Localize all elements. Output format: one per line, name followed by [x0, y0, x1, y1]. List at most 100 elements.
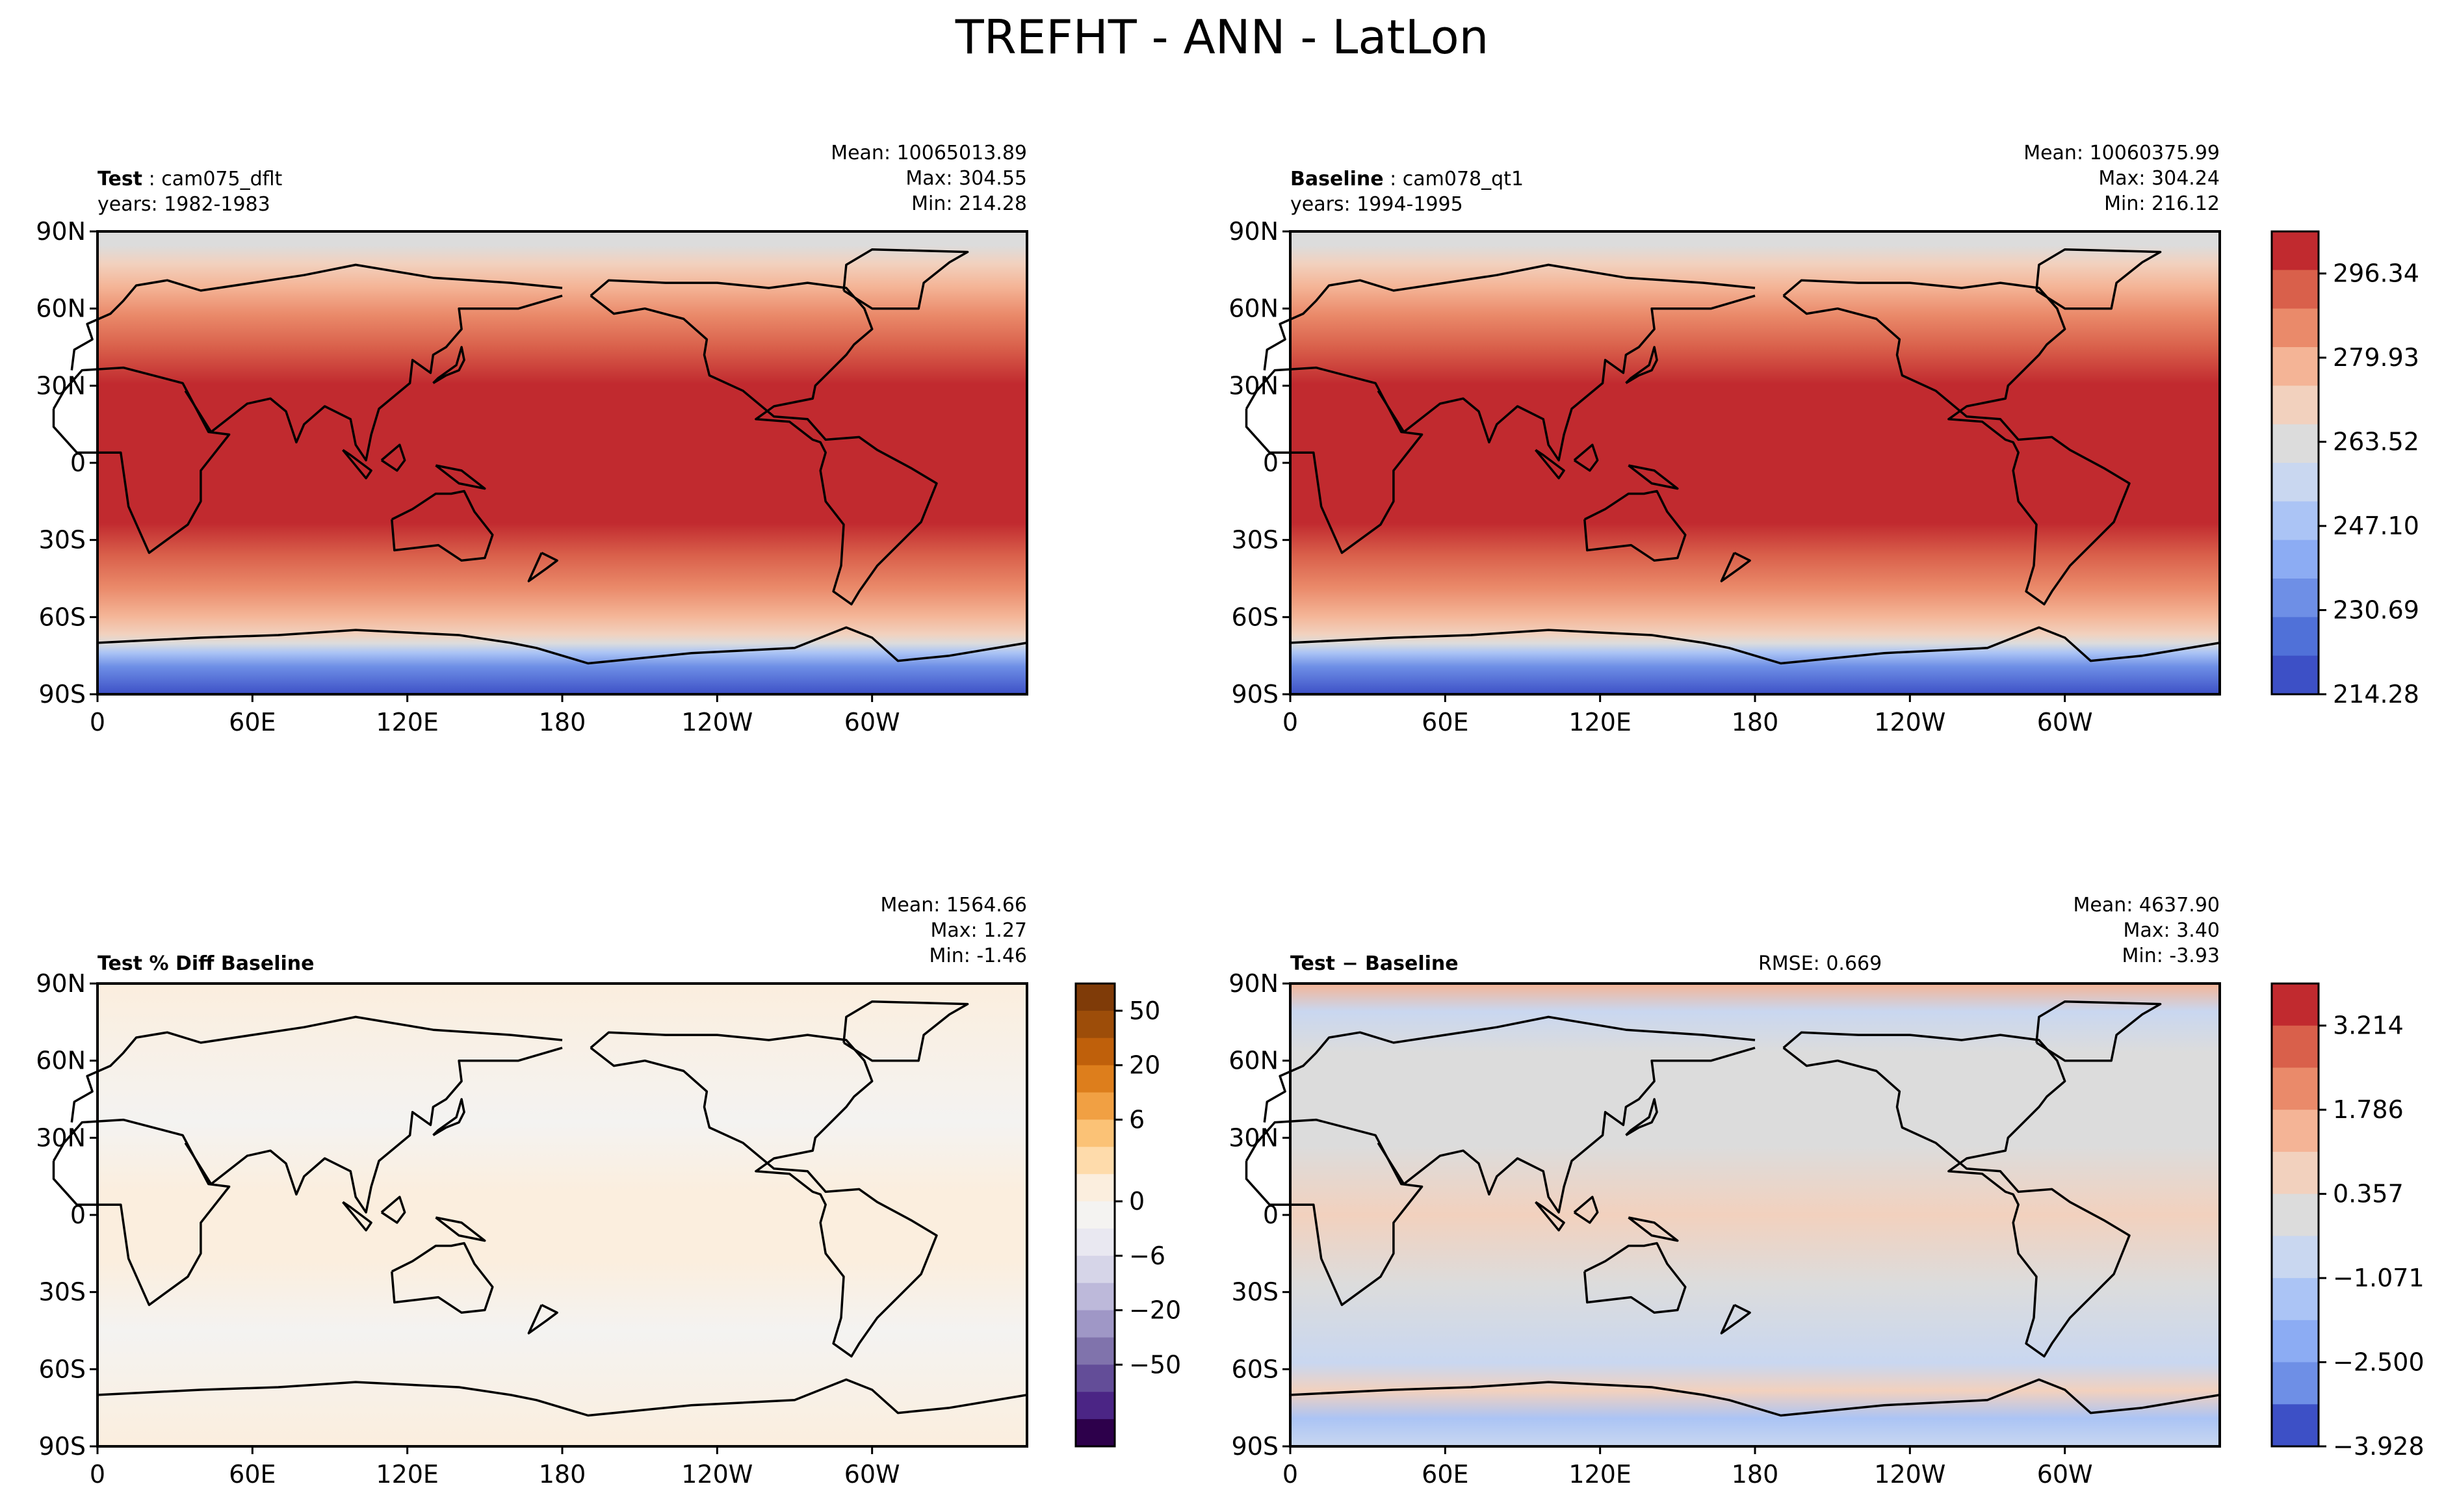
colorbar-swatch — [1076, 984, 1115, 1011]
coastline — [842, 248, 969, 310]
panel-label-rest: : cam078_qt1 — [1384, 168, 1524, 190]
colorbar-tick-label: 0.357 — [2333, 1180, 2404, 1208]
lon-tick-label: 120E — [1568, 708, 1632, 736]
lat-tick-label: 60N — [36, 1047, 86, 1075]
colorbar-swatch — [1076, 1419, 1115, 1447]
coastline — [2035, 1000, 2162, 1062]
coastline — [1535, 449, 1565, 480]
colorbar-swatch — [2272, 1236, 2319, 1279]
lon-tick-label: 60W — [2037, 1460, 2093, 1489]
lon-tick-label: 120W — [1874, 1460, 1945, 1489]
colorbar-swatch — [1076, 1364, 1115, 1392]
lon-tick-label: 120E — [376, 708, 439, 736]
lon-tick-label: 0 — [1282, 1460, 1298, 1489]
map-field — [1290, 231, 2220, 694]
colorbar-diff: 3.214 1.786 0.357 −1.071 −2.500 −3.928 — [2270, 982, 2424, 1461]
coastline — [435, 1216, 486, 1242]
colorbar-swatch — [2272, 655, 2319, 695]
lat-tick-label: 60S — [1232, 1355, 1279, 1383]
lon-tick-label: 60E — [1422, 1460, 1468, 1489]
lon-tick-label: 0 — [90, 708, 105, 736]
lon-tick-label: 60W — [844, 1460, 900, 1489]
coastline — [590, 279, 938, 606]
lat-tick-label: 90N — [1228, 969, 1279, 998]
colorbar-swatch — [1076, 1283, 1115, 1311]
panel-stat: Max: 304.24 — [2098, 167, 2220, 190]
colorbar-tick-label: 230.69 — [2333, 596, 2419, 625]
coastline — [1263, 1015, 1756, 1123]
map-field — [98, 231, 1027, 694]
coastline — [527, 1303, 558, 1335]
colorbar-swatch — [2272, 385, 2319, 425]
colorbar-swatch — [2272, 1362, 2319, 1405]
map-field — [1290, 984, 2220, 1446]
lat-tick-label: 0 — [70, 449, 86, 477]
colorbar-tick-label: 3.214 — [2333, 1011, 2404, 1040]
panel-stat: Mean: 4637.90 — [2074, 894, 2220, 917]
colorbar-tick-label: 20 — [1129, 1051, 1160, 1080]
lat-tick-label: 0 — [1263, 1201, 1279, 1229]
panel-stat: Mean: 1564.66 — [881, 894, 1027, 917]
lat-tick-label: 0 — [70, 1201, 86, 1229]
lat-tick-label: 60S — [1232, 603, 1279, 631]
lat-tick-label: 30N — [36, 371, 86, 400]
panel-label-rest: : cam075_dflt — [142, 168, 282, 190]
lon-tick-label: 120W — [681, 1460, 753, 1489]
colorbar-tick-label: −1.071 — [2333, 1264, 2424, 1292]
colorbar-swatch — [1076, 1310, 1115, 1338]
panel-label-bold: Test — [98, 168, 142, 190]
coastline — [1377, 1047, 1756, 1214]
panel-years: years: 1994-1995 — [1290, 193, 1463, 216]
lat-tick-label: 60S — [39, 1355, 86, 1383]
lon-tick-label: 60E — [229, 708, 276, 736]
coastline — [70, 1015, 563, 1123]
lon-tick-label: 60E — [229, 1460, 276, 1489]
coastline — [1782, 279, 2131, 606]
colorbar-swatch — [2272, 617, 2319, 657]
coastline — [1720, 551, 1751, 582]
colorbar-swatch — [2272, 1151, 2319, 1195]
colorbar-tick-label: 214.28 — [2333, 680, 2419, 709]
lat-tick-label: 30S — [1232, 526, 1279, 554]
lon-tick-label: 0 — [90, 1460, 105, 1489]
colorbar-tick-label: −6 — [1129, 1242, 1165, 1270]
coastline — [842, 1000, 969, 1062]
lon-tick-label: 60W — [844, 708, 900, 736]
colorbar-tick-label: 1.786 — [2333, 1095, 2404, 1124]
coastline — [391, 1242, 494, 1314]
colorbar-swatch — [1076, 1065, 1115, 1093]
coastlines — [1245, 1000, 2220, 1417]
coastline — [70, 263, 563, 371]
panel-label-bold: Test − Baseline — [1290, 952, 1459, 975]
coastline — [432, 1098, 465, 1136]
colorbar-swatch — [2272, 984, 2319, 1026]
coastline — [1583, 1242, 1687, 1314]
panel-stat: Max: 3.40 — [2124, 919, 2220, 942]
lon-tick-label: 180 — [1732, 1460, 1779, 1489]
colorbar-swatch — [1076, 1092, 1115, 1121]
coastline — [1782, 1031, 2131, 1358]
colorbar-tick-label: 296.34 — [2333, 259, 2419, 288]
coastline — [380, 1195, 406, 1224]
colorbar-swatch — [2272, 1110, 2319, 1153]
lat-tick-label: 30S — [39, 526, 86, 554]
coastline — [1573, 443, 1599, 472]
coastline — [97, 1378, 1028, 1417]
colorbar-swatch — [1076, 1174, 1115, 1202]
colorbar-swatch — [2272, 463, 2319, 502]
panel-label: Test : cam075_dflt — [98, 168, 283, 190]
coastline — [1377, 294, 1756, 462]
coastlines — [52, 248, 1028, 665]
lat-tick-label: 90S — [1232, 680, 1279, 709]
lon-tick-label: 60W — [2037, 708, 2093, 736]
colorbar-tick-label: 279.93 — [2333, 343, 2419, 372]
colorbar-swatch — [1076, 1228, 1115, 1257]
panel-stat: Min: 214.28 — [911, 192, 1027, 215]
panel-stat: Min: -1.46 — [930, 945, 1028, 967]
colorbar-tick-label: −20 — [1129, 1296, 1181, 1325]
lon-tick-label: 0 — [1282, 708, 1298, 736]
panel-stat: Min: -3.93 — [2122, 945, 2220, 967]
colorbar-main: 296.34 279.93 263.52 247.10 230.69 214.28 — [2270, 230, 2419, 709]
